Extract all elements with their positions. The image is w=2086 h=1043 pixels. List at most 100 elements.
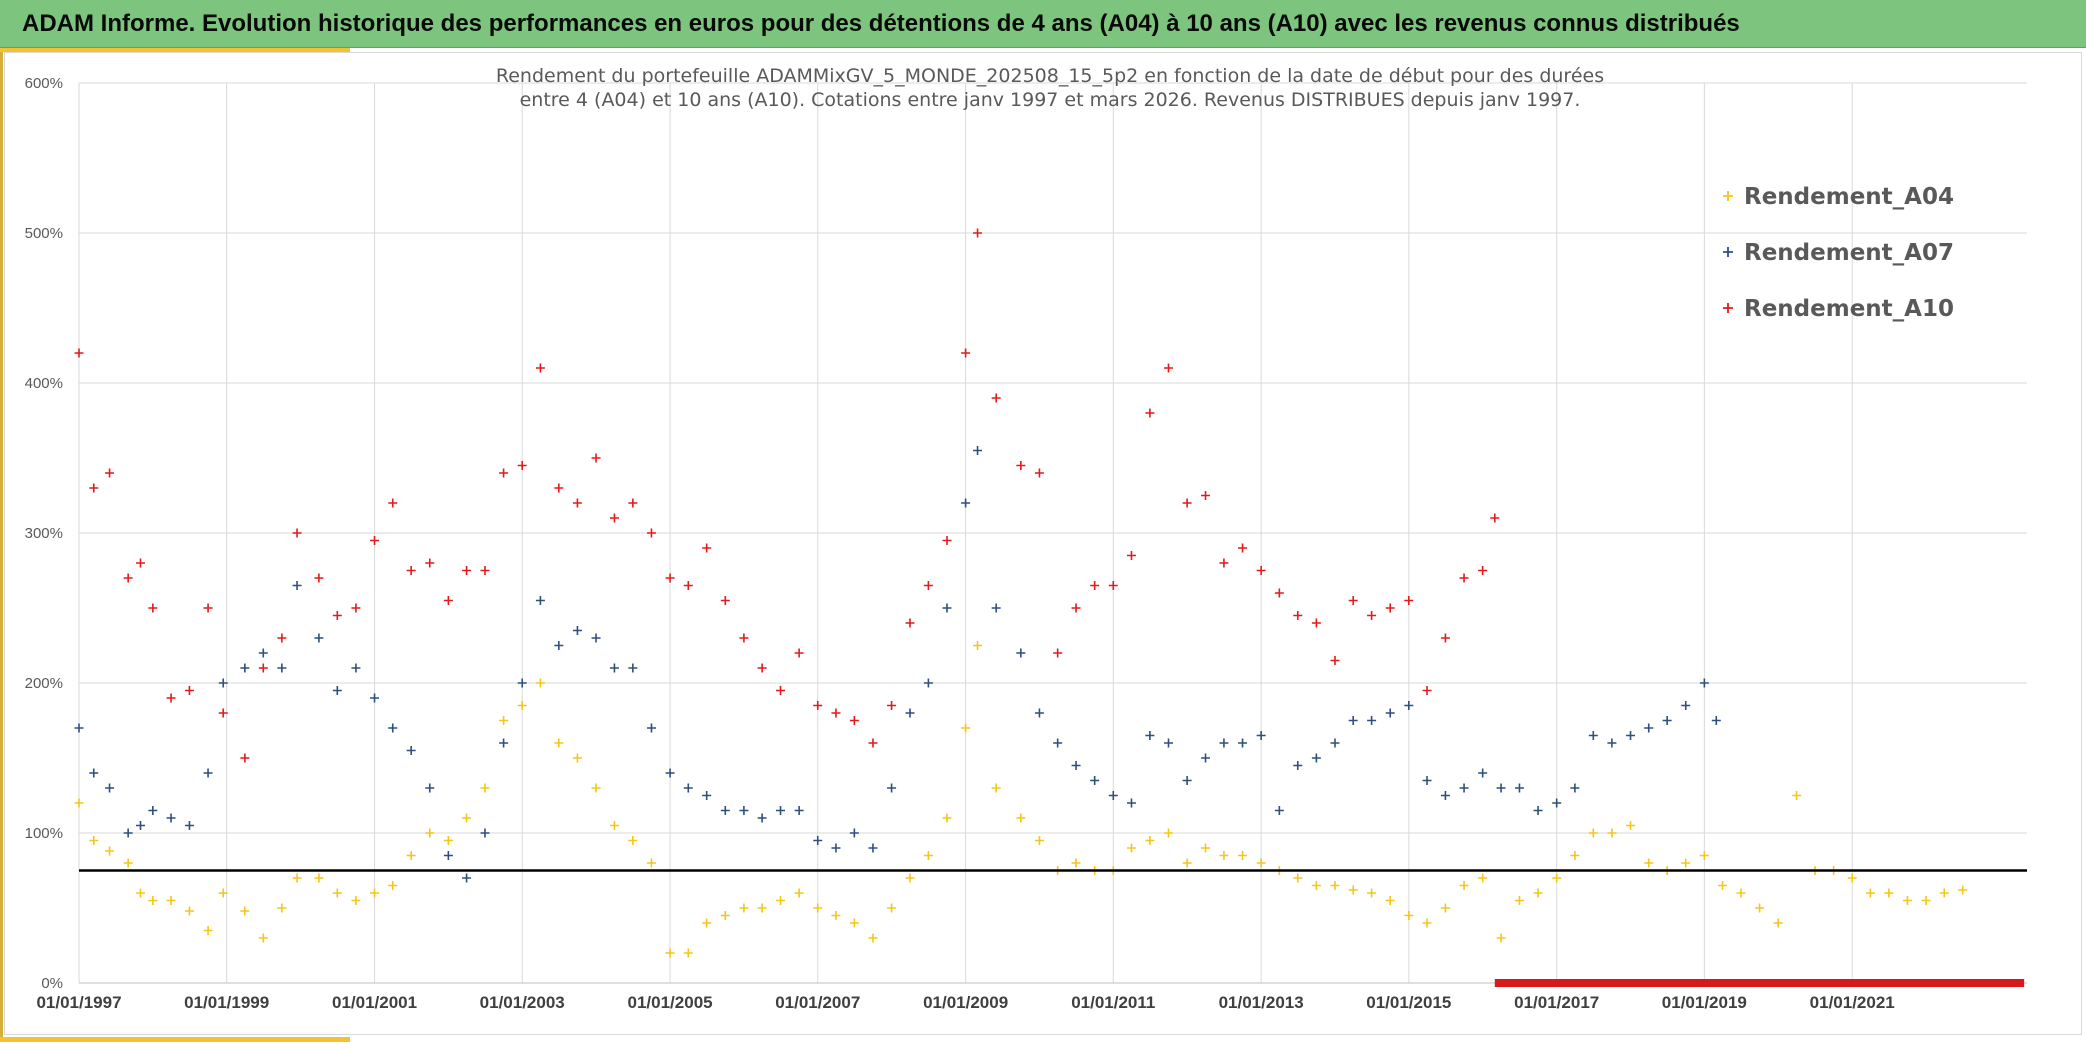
data-point bbox=[1718, 881, 1728, 890]
data-point bbox=[258, 663, 268, 673]
legend-label: Rendement_A07 bbox=[1744, 240, 1954, 266]
data-point bbox=[203, 768, 213, 778]
data-point bbox=[683, 948, 693, 958]
data-point bbox=[1626, 821, 1636, 830]
x-tick-label: 01/01/2019 bbox=[1662, 993, 1747, 1012]
data-point bbox=[628, 663, 638, 673]
x-tick-label: 01/01/2015 bbox=[1366, 993, 1451, 1012]
data-point bbox=[1440, 633, 1450, 643]
data-point bbox=[388, 498, 398, 508]
y-tick-label: 400% bbox=[25, 375, 63, 392]
data-point bbox=[1902, 896, 1912, 905]
data-point bbox=[148, 806, 158, 815]
data-point bbox=[1478, 873, 1488, 883]
data-point bbox=[1256, 731, 1266, 740]
data-point bbox=[591, 453, 601, 463]
data-point bbox=[292, 528, 302, 538]
data-point bbox=[991, 783, 1001, 793]
data-point bbox=[1626, 731, 1636, 740]
data-point bbox=[1311, 753, 1321, 763]
data-point bbox=[1330, 656, 1340, 665]
y-axis-ticks: 0% 100% 200% 300% 400% 500% 600% bbox=[25, 75, 63, 992]
data-point bbox=[1219, 851, 1229, 860]
bottom-marker-band bbox=[1494, 979, 2025, 987]
data-point bbox=[887, 903, 897, 913]
data-point bbox=[720, 911, 730, 920]
data-point bbox=[1274, 806, 1284, 815]
series-rendement-a04 bbox=[74, 641, 1968, 958]
data-point bbox=[1238, 543, 1248, 553]
data-point bbox=[609, 663, 619, 673]
data-point bbox=[443, 596, 453, 605]
data-point bbox=[425, 783, 435, 793]
legend-label: Rendement_A10 bbox=[1744, 296, 1954, 322]
data-point bbox=[1514, 783, 1524, 793]
data-point bbox=[868, 933, 878, 943]
data-point bbox=[1256, 566, 1266, 575]
x-tick-label: 01/01/2013 bbox=[1219, 993, 1304, 1012]
data-point bbox=[1440, 903, 1450, 913]
data-point bbox=[332, 611, 342, 620]
data-point bbox=[831, 911, 841, 920]
data-point bbox=[1034, 468, 1044, 478]
x-tick-label: 01/01/2001 bbox=[332, 993, 417, 1012]
accent-bar-bottom bbox=[0, 1037, 350, 1042]
data-point bbox=[1478, 566, 1488, 575]
data-point bbox=[277, 903, 287, 913]
data-point bbox=[462, 873, 472, 883]
data-point bbox=[240, 906, 250, 916]
data-point bbox=[1016, 813, 1026, 823]
data-point bbox=[739, 806, 749, 815]
data-point bbox=[1552, 873, 1562, 883]
data-point bbox=[1201, 491, 1211, 500]
data-point bbox=[1404, 596, 1414, 605]
data-point bbox=[123, 573, 133, 583]
data-point bbox=[370, 693, 380, 703]
data-point bbox=[1478, 768, 1488, 778]
data-point bbox=[370, 536, 380, 545]
data-point bbox=[776, 896, 786, 905]
data-point bbox=[1570, 783, 1580, 793]
data-point bbox=[535, 596, 545, 605]
data-point bbox=[314, 633, 324, 643]
data-point bbox=[1219, 738, 1229, 748]
data-point bbox=[1699, 678, 1709, 688]
data-point bbox=[370, 888, 380, 898]
data-point bbox=[1552, 798, 1562, 808]
data-point bbox=[1293, 611, 1303, 620]
data-point bbox=[1736, 888, 1746, 898]
data-point bbox=[1514, 896, 1524, 905]
data-point bbox=[757, 813, 767, 823]
data-point bbox=[1219, 558, 1229, 568]
data-point bbox=[665, 768, 675, 778]
data-point bbox=[1607, 738, 1617, 748]
data-point bbox=[1071, 761, 1081, 770]
data-point bbox=[105, 468, 115, 478]
data-point bbox=[831, 843, 841, 853]
data-point bbox=[609, 513, 619, 523]
data-point bbox=[665, 573, 675, 583]
data-point bbox=[1711, 716, 1721, 725]
data-point bbox=[813, 903, 823, 913]
data-point bbox=[991, 393, 1001, 403]
data-point bbox=[794, 648, 804, 658]
data-point bbox=[1404, 911, 1414, 920]
grid-lines bbox=[78, 82, 2027, 984]
data-point bbox=[1256, 858, 1266, 868]
data-point bbox=[1681, 701, 1691, 710]
data-point bbox=[1958, 885, 1968, 895]
data-point bbox=[105, 783, 115, 793]
data-point bbox=[1607, 828, 1617, 838]
data-point bbox=[1164, 828, 1173, 838]
data-point bbox=[1182, 776, 1192, 785]
data-point bbox=[166, 896, 176, 905]
data-point bbox=[1164, 363, 1173, 373]
data-point bbox=[849, 828, 859, 838]
series-rendement-a07 bbox=[74, 446, 1721, 883]
data-point bbox=[572, 753, 582, 763]
data-point bbox=[462, 566, 472, 575]
data-point bbox=[683, 783, 693, 793]
data-point bbox=[258, 648, 268, 658]
data-point bbox=[961, 723, 971, 733]
y-tick-label: 500% bbox=[25, 225, 63, 242]
